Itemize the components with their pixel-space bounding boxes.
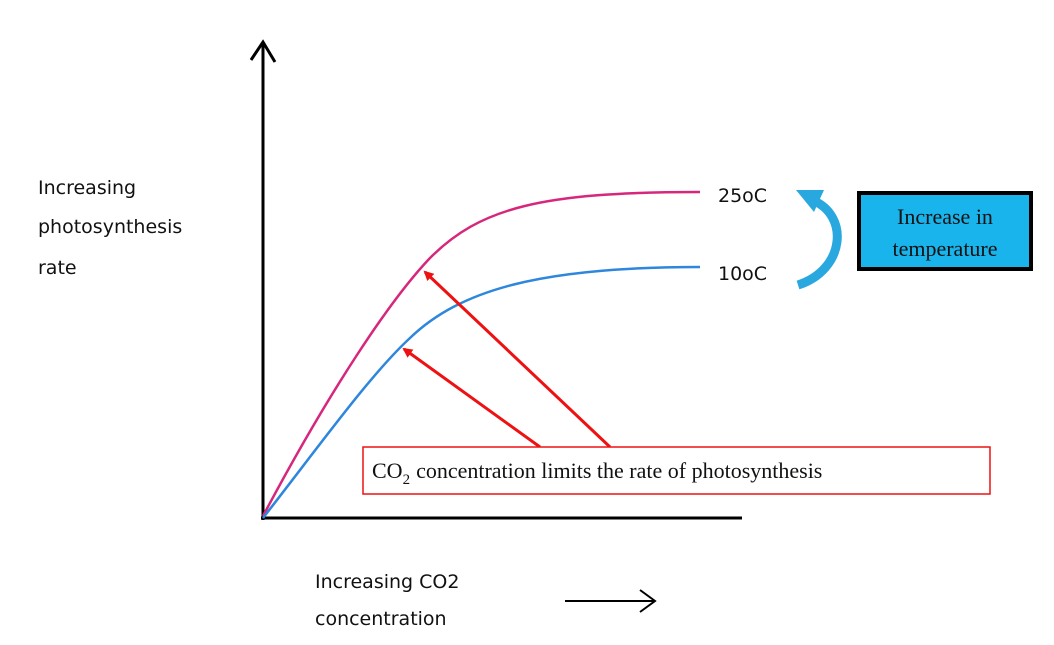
x-arrow [565, 589, 657, 613]
x-axis-label: Increasing CO2 [315, 571, 459, 593]
temperature-box [857, 191, 1033, 271]
temperature-text: temperature [892, 236, 997, 261]
red-arrow [423, 270, 612, 449]
temperature-arrow [796, 195, 842, 290]
annotation-subscript: 2 [403, 472, 411, 488]
curve-25 [261, 190, 701, 517]
annotation: CO2 concentration limits the rate of phot… [372, 458, 822, 488]
x-axis-label: concentration [315, 608, 447, 630]
y-axis-label: photosynthesis [38, 216, 182, 238]
annotation-main: CO [372, 458, 403, 483]
red-arrow [402, 347, 541, 449]
temperature-arrow-head [796, 190, 824, 212]
curve-label: 25oC [718, 185, 767, 207]
curve-10 [262, 265, 701, 519]
curve-label: 10oC [718, 263, 767, 285]
annotation-box [362, 446, 991, 495]
temperature-text: Increase in [897, 204, 993, 229]
annotation-rest: concentration limits the rate of photosy… [416, 458, 822, 483]
y-axis-label: Increasing [38, 177, 136, 199]
axes [249, 39, 742, 520]
y-axis-label: rate [38, 257, 77, 279]
